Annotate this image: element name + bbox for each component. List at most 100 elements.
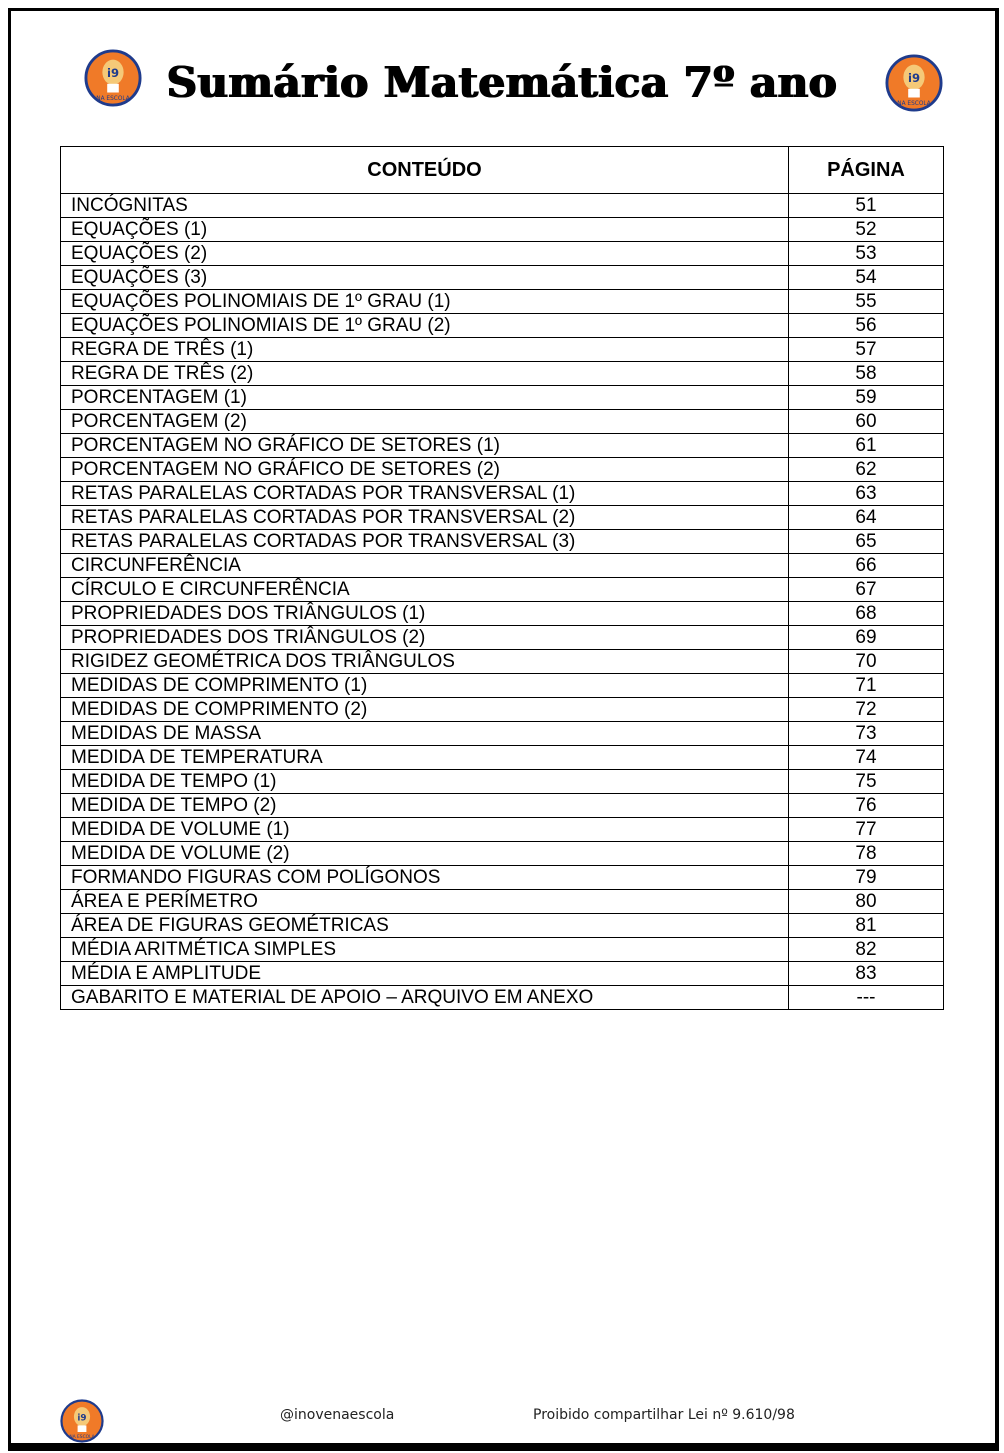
row-page: 51 xyxy=(788,193,944,218)
row-page: --- xyxy=(788,985,944,1010)
row-content: EQUAÇÕES POLINOMIAIS DE 1º GRAU (2) xyxy=(60,313,789,338)
table-row: MEDIDA DE TEMPO (1) 75 xyxy=(60,769,944,794)
svg-text:NA ESCOLA: NA ESCOLA xyxy=(96,96,129,102)
row-page: 68 xyxy=(788,601,944,626)
row-content: MEDIDA DE VOLUME (1) xyxy=(60,817,789,842)
table-row: INCÓGNITAS 51 xyxy=(60,193,944,218)
table-row: CIRCUNFERÊNCIA 66 xyxy=(60,553,944,578)
table-row: MEDIDAS DE MASSA 73 xyxy=(60,721,944,746)
row-content: EQUAÇÕES (2) xyxy=(60,241,789,266)
table-row: EQUAÇÕES (3) 54 xyxy=(60,265,944,290)
row-content: MÉDIA E AMPLITUDE xyxy=(60,961,789,986)
table-row: PROPRIEDADES DOS TRIÂNGULOS (1) 68 xyxy=(60,601,944,626)
table-row: MEDIDA DE TEMPO (2) 76 xyxy=(60,793,944,818)
table-row: EQUAÇÕES POLINOMIAIS DE 1º GRAU (2) 56 xyxy=(60,313,944,338)
row-page: 52 xyxy=(788,217,944,242)
row-content: PORCENTAGEM (2) xyxy=(60,409,789,434)
table-row: PORCENTAGEM NO GRÁFICO DE SETORES (1) 61 xyxy=(60,433,944,458)
table-row: PORCENTAGEM (2) 60 xyxy=(60,409,944,434)
row-content: REGRA DE TRÊS (2) xyxy=(60,361,789,386)
row-content: MEDIDA DE TEMPO (2) xyxy=(60,793,789,818)
row-content: MEDIDAS DE MASSA xyxy=(60,721,789,746)
table-row: ÁREA DE FIGURAS GEOMÉTRICAS 81 xyxy=(60,913,944,938)
header-content: CONTEÚDO xyxy=(60,146,789,194)
footer-notice: Proibido compartilhar Lei nº 9.610/98 xyxy=(533,1407,795,1423)
row-page: 63 xyxy=(788,481,944,506)
row-page: 64 xyxy=(788,505,944,530)
row-page: 56 xyxy=(788,313,944,338)
table-row: EQUAÇÕES (1) 52 xyxy=(60,217,944,242)
row-content: FORMANDO FIGURAS COM POLÍGONOS xyxy=(60,865,789,890)
row-content: ÁREA DE FIGURAS GEOMÉTRICAS xyxy=(60,913,789,938)
row-content: ÁREA E PERÍMETRO xyxy=(60,889,789,914)
page-border xyxy=(8,8,999,1451)
row-page: 78 xyxy=(788,841,944,866)
table-row: CÍRCULO E CIRCUNFERÊNCIA 67 xyxy=(60,577,944,602)
logo-right: i9 NA ESCOLA xyxy=(885,54,943,112)
row-page: 57 xyxy=(788,337,944,362)
table-row: ÁREA E PERÍMETRO 80 xyxy=(60,889,944,914)
table-row: PROPRIEDADES DOS TRIÂNGULOS (2) 69 xyxy=(60,625,944,650)
row-content: MEDIDA DE TEMPO (1) xyxy=(60,769,789,794)
page-title: Sumário Matemática 7º ano xyxy=(166,58,838,107)
row-page: 83 xyxy=(788,961,944,986)
row-page: 70 xyxy=(788,649,944,674)
row-content: RIGIDEZ GEOMÉTRICA DOS TRIÂNGULOS xyxy=(60,649,789,674)
row-content: MEDIDA DE VOLUME (2) xyxy=(60,841,789,866)
row-page: 77 xyxy=(788,817,944,842)
row-page: 73 xyxy=(788,721,944,746)
row-content: MEDIDA DE TEMPERATURA xyxy=(60,745,789,770)
row-content: MEDIDAS DE COMPRIMENTO (1) xyxy=(60,673,789,698)
row-content: EQUAÇÕES POLINOMIAIS DE 1º GRAU (1) xyxy=(60,289,789,314)
row-content: EQUAÇÕES (3) xyxy=(60,265,789,290)
row-page: 71 xyxy=(788,673,944,698)
table-row: MEDIDAS DE COMPRIMENTO (1) 71 xyxy=(60,673,944,698)
table-row: REGRA DE TRÊS (1) 57 xyxy=(60,337,944,362)
row-content: CIRCUNFERÊNCIA xyxy=(60,553,789,578)
row-content: PORCENTAGEM NO GRÁFICO DE SETORES (1) xyxy=(60,433,789,458)
table-row: MÉDIA E AMPLITUDE 83 xyxy=(60,961,944,986)
row-page: 54 xyxy=(788,265,944,290)
table-row: MÉDIA ARITMÉTICA SIMPLES 82 xyxy=(60,937,944,962)
table-row: GABARITO E MATERIAL DE APOIO – ARQUIVO E… xyxy=(60,985,944,1010)
row-page: 69 xyxy=(788,625,944,650)
header-page: PÁGINA xyxy=(788,146,944,194)
contents-table: CONTEÚDO PÁGINA INCÓGNITAS 51 EQUAÇÕES (1)… xyxy=(60,146,944,1010)
row-page: 80 xyxy=(788,889,944,914)
table-row: FORMANDO FIGURAS COM POLÍGONOS 79 xyxy=(60,865,944,890)
table-row: MEDIDA DE VOLUME (2) 78 xyxy=(60,841,944,866)
row-content: PROPRIEDADES DOS TRIÂNGULOS (2) xyxy=(60,625,789,650)
table-row: RETAS PARALELAS CORTADAS POR TRANSVERSAL… xyxy=(60,529,944,554)
row-content: RETAS PARALELAS CORTADAS POR TRANSVERSAL… xyxy=(60,481,789,506)
svg-text:NA ESCOLA: NA ESCOLA xyxy=(69,1434,94,1440)
row-content: INCÓGNITAS xyxy=(60,193,789,218)
row-page: 61 xyxy=(788,433,944,458)
row-page: 53 xyxy=(788,241,944,266)
row-page: 67 xyxy=(788,577,944,602)
row-content: RETAS PARALELAS CORTADAS POR TRANSVERSAL… xyxy=(60,505,789,530)
row-page: 55 xyxy=(788,289,944,314)
row-content: PROPRIEDADES DOS TRIÂNGULOS (1) xyxy=(60,601,789,626)
row-page: 59 xyxy=(788,385,944,410)
row-page: 75 xyxy=(788,769,944,794)
logo-footer: i9 NA ESCOLA xyxy=(60,1399,104,1443)
row-page: 81 xyxy=(788,913,944,938)
table-row: EQUAÇÕES POLINOMIAIS DE 1º GRAU (1) 55 xyxy=(60,289,944,314)
table-row: MEDIDAS DE COMPRIMENTO (2) 72 xyxy=(60,697,944,722)
row-content: RETAS PARALELAS CORTADAS POR TRANSVERSAL… xyxy=(60,529,789,554)
row-content: PORCENTAGEM NO GRÁFICO DE SETORES (2) xyxy=(60,457,789,482)
table-row: REGRA DE TRÊS (2) 58 xyxy=(60,361,944,386)
logo-left: i9 NA ESCOLA xyxy=(84,49,142,107)
svg-text:i9: i9 xyxy=(908,71,920,85)
row-content: GABARITO E MATERIAL DE APOIO – ARQUIVO E… xyxy=(60,985,789,1010)
table-row: RETAS PARALELAS CORTADAS POR TRANSVERSAL… xyxy=(60,481,944,506)
table-row: MEDIDA DE TEMPERATURA 74 xyxy=(60,745,944,770)
row-page: 72 xyxy=(788,697,944,722)
table-row: RIGIDEZ GEOMÉTRICA DOS TRIÂNGULOS 70 xyxy=(60,649,944,674)
row-page: 76 xyxy=(788,793,944,818)
row-content: EQUAÇÕES (1) xyxy=(60,217,789,242)
row-content: CÍRCULO E CIRCUNFERÊNCIA xyxy=(60,577,789,602)
row-page: 60 xyxy=(788,409,944,434)
row-page: 66 xyxy=(788,553,944,578)
row-page: 74 xyxy=(788,745,944,770)
